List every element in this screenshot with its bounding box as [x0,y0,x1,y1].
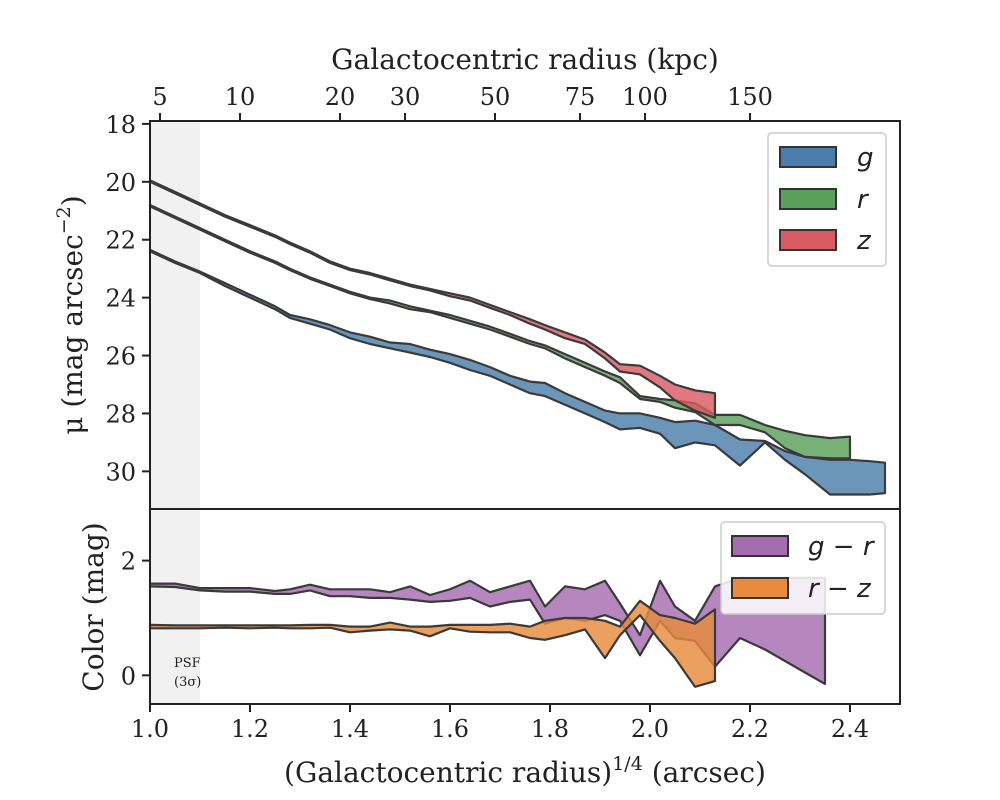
top-y-tick-label: 22 [105,227,136,255]
x-tick-label: 2.4 [831,715,869,743]
top-y-axis-label: μ (mag arcsec−2) [53,195,89,434]
psf-region-top [150,121,200,509]
x-axis-label: (Galactocentric radius)1/4 (arcsec) [284,753,766,789]
bottom-y-tick-label: 2 [121,548,136,576]
top-y-tick-label: 26 [105,343,136,371]
psf-region-bottom [150,509,200,704]
x-axis-label-main: (Galactocentric radius) [284,756,612,789]
legend-swatch-z [779,229,837,251]
top-legend: g r z [767,132,887,267]
psf-label-sigma: (3σ) [174,675,201,690]
top-y-tick-label: 18 [105,111,136,139]
legend-swatch-r [779,188,837,210]
bottom-y-tick-label: 0 [121,662,136,690]
x-axis-label-unit: (arcsec) [643,756,766,789]
legend-swatch-g-r [731,535,789,557]
legend-label-g: g [857,143,874,173]
top-y-axis-label-sup: −2 [53,206,75,234]
legend-label-z: z [856,226,872,256]
top-tick-label: 150 [727,83,773,111]
top-y-axis-label-main: μ (mag arcsec [56,234,89,434]
x-tick-label: 2.2 [731,715,769,743]
top-band-0 [148,248,887,496]
x-tick-label: 2.0 [631,715,669,743]
top-y-tick-label: 30 [105,458,136,486]
top-band-1 [148,203,852,460]
bottom-legend: g − r r − z [720,521,886,615]
legend-label-g-r: g − r [808,532,876,562]
axis-ticks: 1.0 1.2 1.4 1.6 1.8 2.0 2.2 2.45 10 20 30 50 75 100 15… [105,83,869,743]
top-tick-label: 50 [480,83,511,111]
x-tick-label: 1.4 [331,715,369,743]
top-y-tick-label: 20 [105,169,136,197]
x-tick-label: 1.8 [531,715,569,743]
bottom-panel-series [148,576,827,688]
x-tick-label: 1.2 [231,715,269,743]
top-tick-label: 20 [325,83,356,111]
bottom-panel-frame [149,508,901,705]
bottom-band-0 [148,576,827,685]
x-tick-label: 1.6 [431,715,469,743]
x-axis-label-sup: 1/4 [612,753,643,775]
top-y-tick-label: 24 [105,285,136,313]
top-tick-label: 10 [225,83,256,111]
legend-swatch-g [779,146,837,168]
top-tick-label: 30 [390,83,421,111]
legend-swatch-r-z [731,577,789,599]
top-panel-series [148,179,887,496]
top-y-tick-label: 28 [105,400,136,428]
top-tick-label: 5 [152,83,167,111]
legend-label-r-z: r − z [808,574,872,604]
top-axis-label: Galactocentric radius (kpc) [331,43,719,76]
top-band-2 [148,179,717,419]
top-tick-label: 100 [622,83,668,111]
psf-label: PSF [174,656,201,671]
bottom-y-axis-label: Color (mag) [77,522,110,691]
bottom-band-1 [148,599,717,688]
top-tick-label: 75 [565,83,596,111]
legend-label-r: r [857,185,870,215]
x-tick-label: 1.0 [131,715,169,743]
top-y-axis-label-end: ) [56,195,89,206]
